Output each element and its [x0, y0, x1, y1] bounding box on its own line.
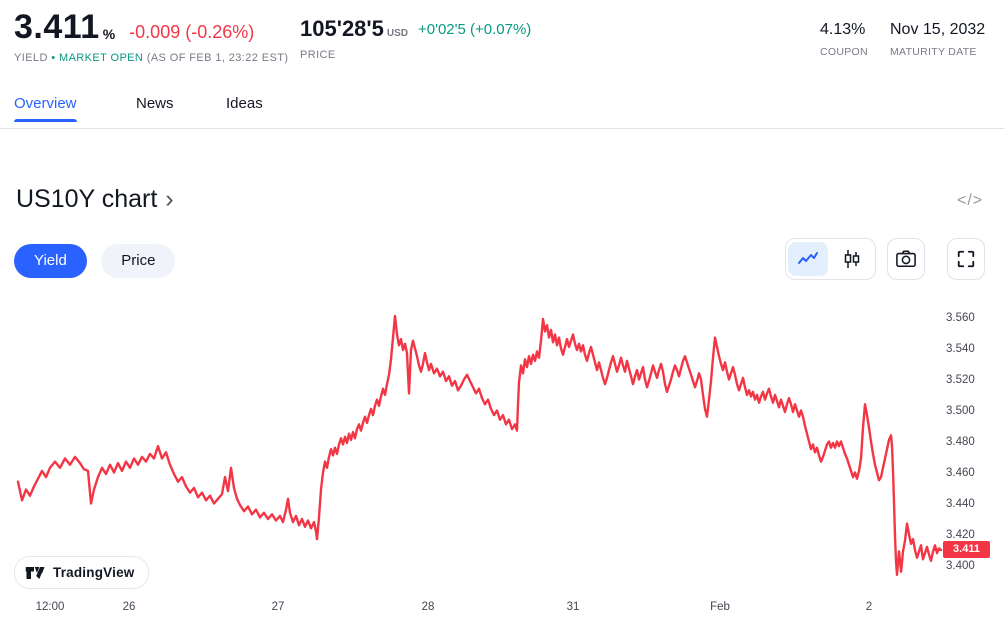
tradingview-logo-button[interactable]: TradingView: [14, 556, 150, 589]
series-toggle-group: Yield Price: [14, 244, 176, 278]
x-axis-label: 26: [122, 601, 136, 613]
active-tab-underline: [136, 119, 174, 122]
price-toggle-button[interactable]: Price: [101, 244, 176, 278]
chart-type-toggle: [785, 238, 876, 280]
snapshot-button[interactable]: [887, 238, 925, 280]
candlestick-chart-button[interactable]: [832, 242, 872, 276]
chart-section-title-link[interactable]: US10Y chart ›: [16, 185, 174, 214]
price-label: PRICE: [300, 49, 336, 61]
tradingview-logo-icon: [25, 566, 45, 579]
y-axis-label: 3.420: [946, 529, 975, 541]
x-axis-label: Feb: [710, 601, 730, 613]
maturity-label: MATURITY DATE: [890, 46, 977, 58]
price-change: +0'02'5 (+0.07%): [418, 21, 532, 38]
tab-bar: Overview News Ideas: [0, 95, 1004, 129]
y-axis-label: 3.500: [946, 405, 975, 417]
fullscreen-button[interactable]: [947, 238, 985, 280]
yield-stat-block: 3.411 % -0.009 (-0.26%) YIELD • MARKET O…: [14, 10, 288, 64]
fullscreen-icon: [957, 250, 975, 268]
yield-status-row: YIELD • MARKET OPEN (AS OF FEB 1, 23:22 …: [14, 52, 288, 64]
x-axis-label: 28: [421, 601, 435, 613]
y-axis-label: 3.440: [946, 498, 975, 510]
maturity-block: Nov 15, 2032 MATURITY DATE: [890, 21, 986, 59]
camera-icon: [896, 250, 916, 268]
yield-value: 3.411: [14, 8, 100, 46]
price-currency: USD: [386, 28, 408, 39]
status-dot: •: [51, 52, 56, 64]
y-axis-label: 3.540: [946, 343, 975, 355]
x-axis-label: 2: [865, 601, 873, 613]
market-status: MARKET OPEN: [59, 52, 144, 64]
tradingview-logo-text: TradingView: [53, 565, 135, 580]
as-of-timestamp: (AS OF FEB 1, 23:22 EST): [146, 52, 289, 64]
price-stat-block: 105'28'5 USD +0'02'5 (+0.07%) PRICE: [300, 16, 532, 62]
chart-area[interactable]: 3.560 3.540 3.520 3.500 3.480 3.460 3.440 3.420…: [0, 283, 1004, 631]
yield-toggle-button[interactable]: Yield: [14, 244, 87, 278]
coupon-block: 4.13% COUPON: [820, 21, 868, 59]
page-title: US10Y chart: [16, 185, 158, 213]
tab-overview[interactable]: Overview: [14, 95, 77, 122]
maturity-value: Nov 15, 2032: [890, 21, 986, 38]
coupon-value: 4.13%: [820, 21, 866, 38]
coupon-label: COUPON: [820, 46, 868, 58]
chevron-right-icon: ›: [165, 185, 174, 213]
y-axis-label: 3.520: [946, 374, 975, 386]
tab-ideas[interactable]: Ideas: [226, 95, 263, 112]
active-tab-underline: [226, 119, 263, 122]
line-chart-button[interactable]: [788, 242, 828, 276]
yield-label: YIELD: [14, 52, 48, 64]
yield-unit: %: [102, 26, 116, 42]
candlestick-icon: [844, 250, 860, 268]
yield-line-chart: [16, 314, 943, 576]
y-axis-label: 3.560: [946, 312, 975, 324]
x-axis-label: 31: [566, 601, 580, 613]
x-axis-label: 12:00: [35, 601, 65, 613]
y-axis-label: 3.460: [946, 467, 975, 479]
yield-change: -0.009 (-0.26%): [129, 22, 255, 42]
last-value-badge: 3.411: [943, 541, 990, 559]
embed-code-icon[interactable]: </>: [957, 192, 984, 209]
x-axis-label: 27: [271, 601, 285, 613]
line-chart-icon: [798, 252, 818, 264]
y-axis-label: 3.400: [946, 560, 975, 572]
tab-news[interactable]: News: [136, 95, 174, 112]
last-price-tick: [934, 548, 942, 551]
y-axis-label: 3.480: [946, 436, 975, 448]
active-tab-underline: [14, 119, 77, 122]
price-value: 105'28'5: [300, 16, 384, 41]
